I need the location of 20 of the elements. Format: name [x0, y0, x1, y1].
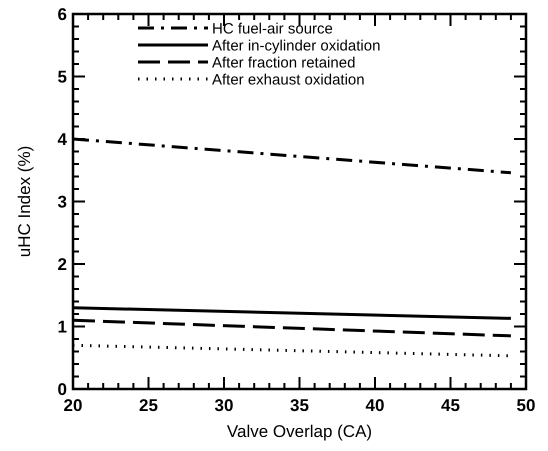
y-tick-label: 3: [58, 192, 67, 212]
x-tick-label: 50: [516, 396, 536, 415]
x-tick-label: 40: [366, 396, 384, 415]
y-tick-label: 2: [58, 254, 67, 274]
y-tick-label: 4: [58, 130, 68, 149]
x-axis-title: Valve Overlap (CA): [226, 422, 372, 441]
legend-label: After exhaust oxidation: [212, 71, 365, 88]
x-tick-label: 30: [214, 396, 234, 415]
x-tick-label: 45: [441, 396, 460, 415]
y-tick-label: 5: [58, 67, 67, 86]
legend-label: After fraction retained: [212, 54, 356, 72]
x-tick-label: 20: [64, 396, 82, 415]
y-axis-title: uHC Index (%): [15, 146, 34, 258]
legend-label: After in-cylinder oxidation: [212, 37, 380, 54]
x-tick-label: 35: [290, 396, 309, 415]
y-tick-label: 0: [58, 380, 67, 399]
y-tick-label: 1: [58, 317, 67, 336]
x-tick-label: 25: [139, 396, 158, 415]
legend-label: HC fuel-air source: [212, 20, 333, 38]
y-tick-label: 6: [58, 4, 67, 24]
